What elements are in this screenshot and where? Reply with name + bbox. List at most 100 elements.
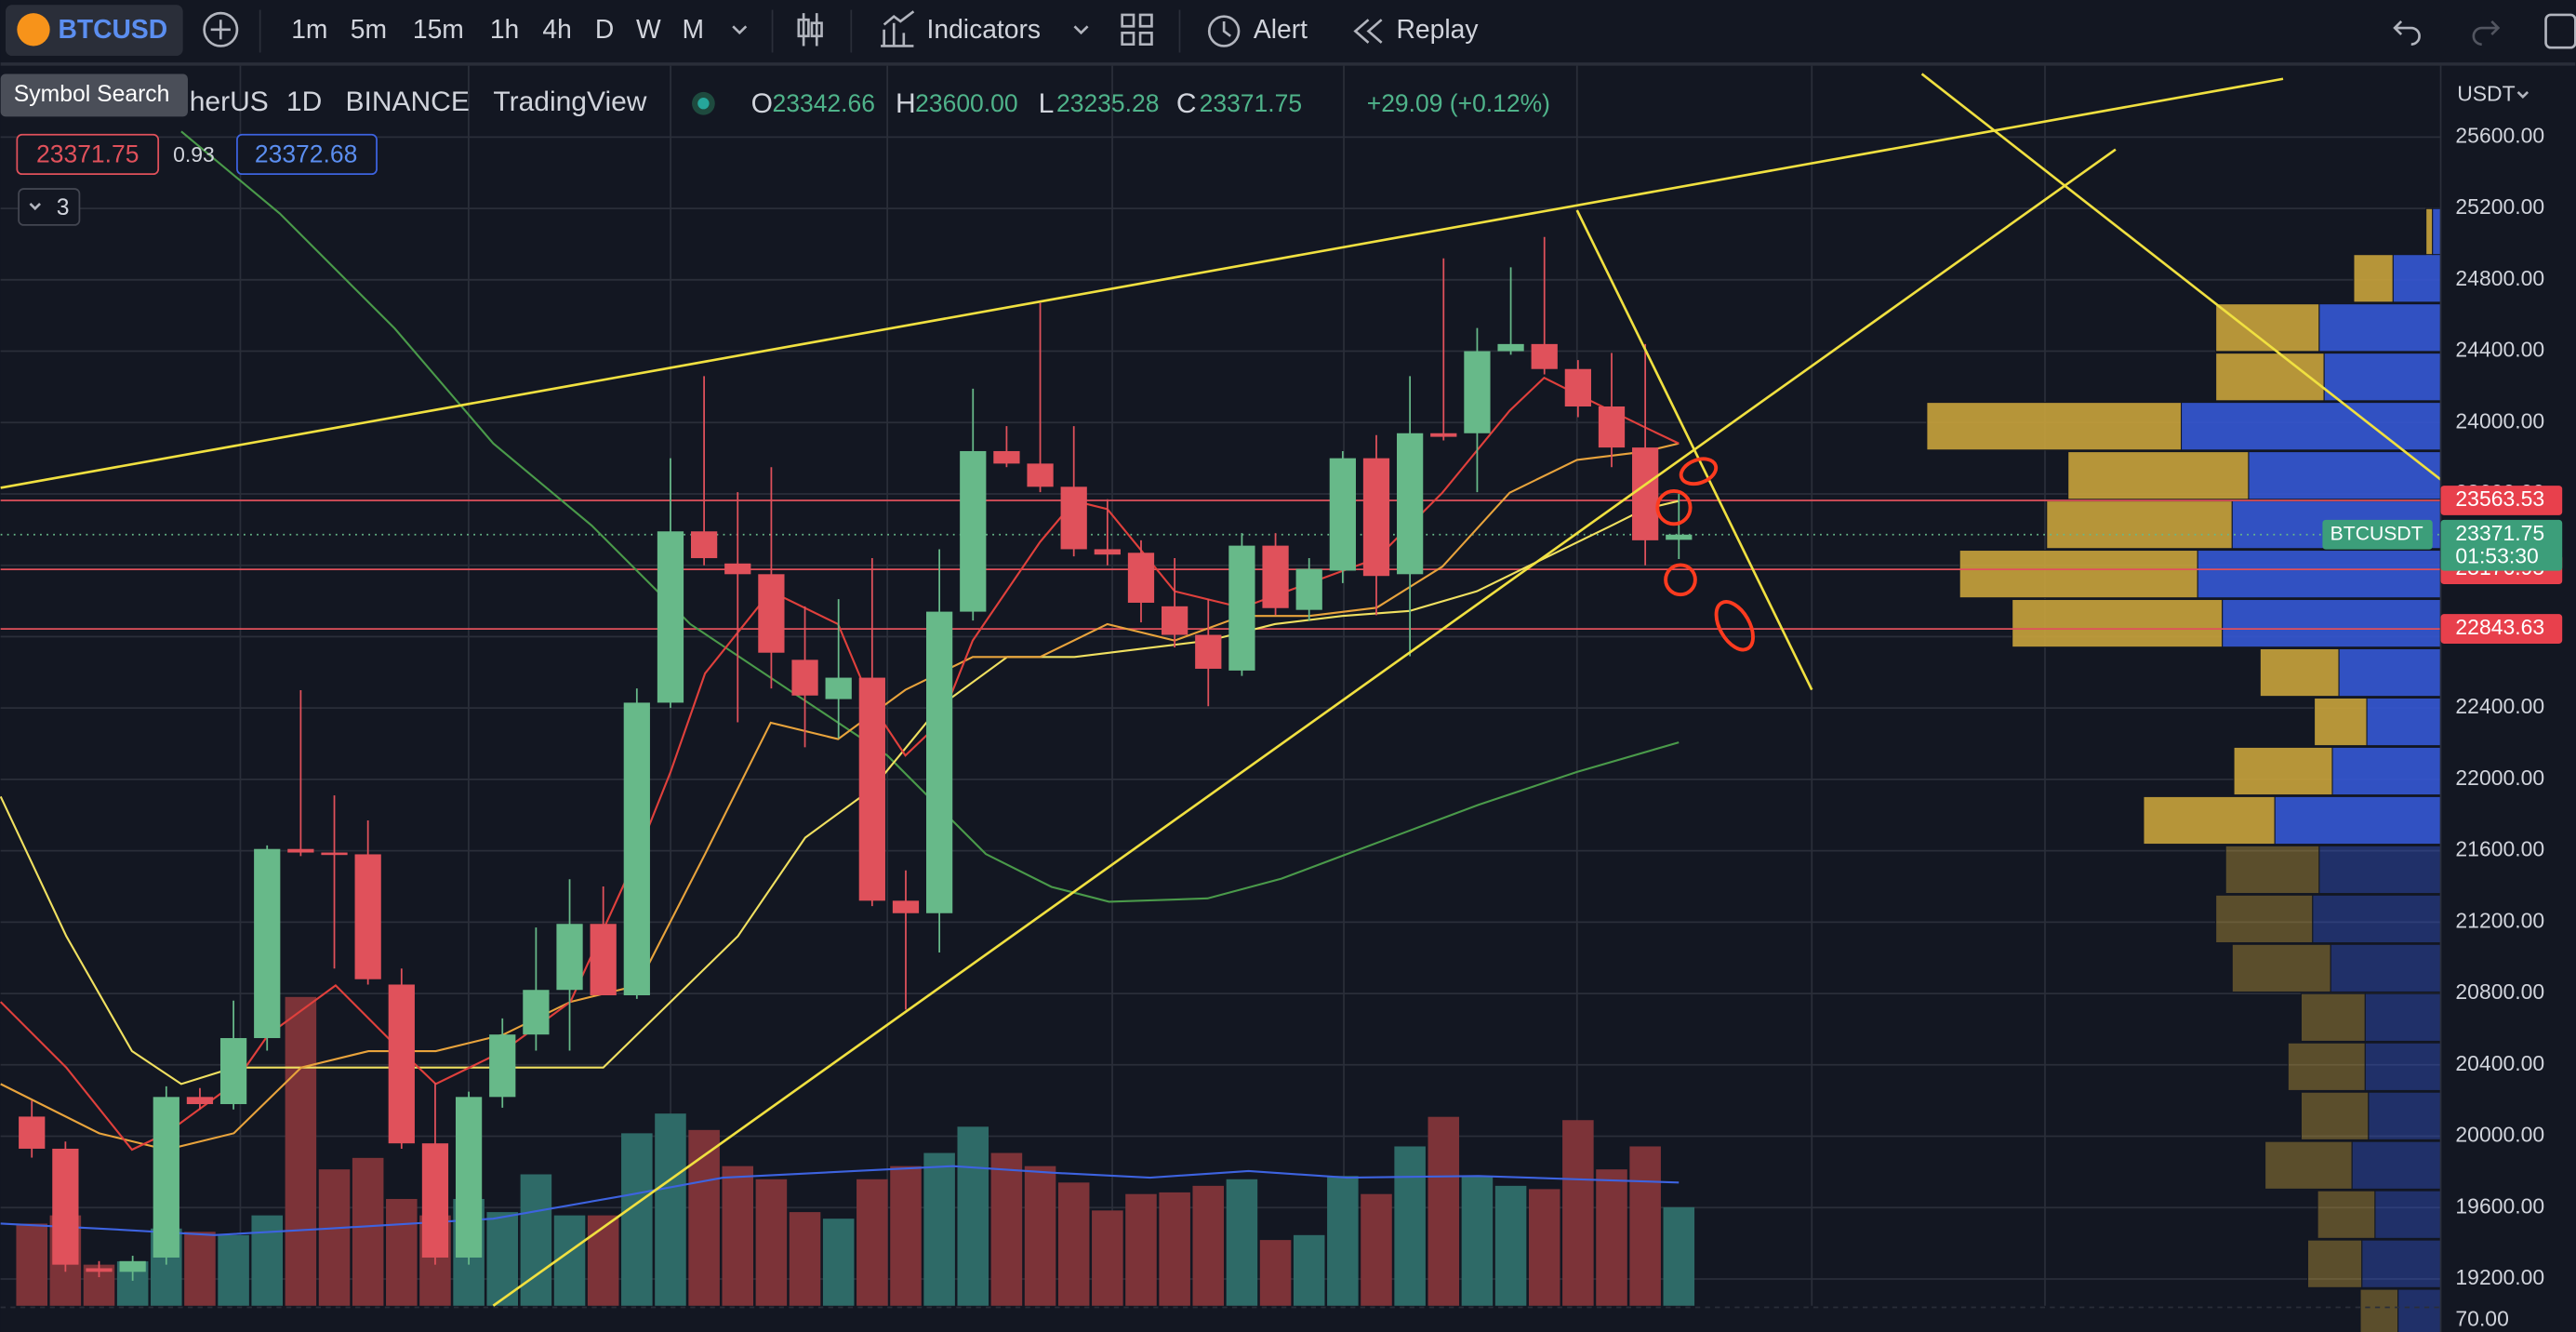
symbol-button[interactable] [5, 5, 183, 57]
price-levels [0, 500, 2441, 630]
volume-bar [1125, 1193, 1157, 1306]
profile-up [2287, 1042, 2366, 1091]
symbol[interactable]: BTCUSD [58, 14, 167, 44]
indicators-button[interactable]: Indicators [927, 14, 1041, 44]
layouts-icon[interactable] [1121, 13, 1153, 46]
alert-icon[interactable] [1207, 15, 1241, 47]
intervals: 1m 5m 15m 1h 4h D W M [291, 14, 704, 44]
grid [239, 65, 2046, 1306]
profile-down [2312, 894, 2442, 944]
interval[interactable]: 4h [542, 14, 571, 44]
annotations [1655, 457, 1755, 652]
trend-line [1920, 73, 2442, 481]
panel-icon[interactable] [2544, 13, 2576, 49]
candle-body [86, 1268, 113, 1272]
ask[interactable]: 23372.68 [255, 140, 357, 168]
y-tick-label: 20000.00 [2455, 1123, 2544, 1147]
chevron-icon[interactable] [1073, 25, 1089, 35]
trend-line [0, 77, 2284, 489]
indicators-icon[interactable] [881, 10, 915, 47]
circle-mark [1714, 600, 1755, 652]
ohlc-change: +29.09 (+0.12%) [1367, 89, 1550, 117]
interval[interactable]: 15m [413, 14, 464, 44]
interval[interactable]: D [595, 14, 614, 44]
y-tick-label: 25200.00 [2455, 194, 2544, 219]
interval[interactable]: W [636, 14, 661, 44]
replay-button[interactable]: Replay [1397, 14, 1480, 44]
y-tick-label: 25600.00 [2455, 123, 2544, 147]
y-tick-label: 22000.00 [2455, 766, 2544, 790]
spread: 0.93 [173, 142, 215, 166]
circle-mark [1679, 457, 1719, 486]
volume-bar [1259, 1240, 1292, 1306]
profile-down [2366, 697, 2442, 747]
volume-profile [1926, 207, 2442, 1332]
volume-bar [789, 1212, 821, 1306]
bid[interactable]: 23371.75 [36, 140, 139, 168]
alert-button[interactable]: Alert [1254, 14, 1308, 44]
profile-down [2397, 1288, 2442, 1332]
candle-body [119, 1260, 146, 1272]
y-tick-label: 20400.00 [2455, 1051, 2544, 1075]
profile-up [2425, 207, 2434, 257]
profile-up [2300, 992, 2366, 1042]
level-badge [2440, 614, 2563, 644]
profile-down [2330, 943, 2442, 993]
undo-icon[interactable] [2393, 20, 2421, 46]
price-axis [2440, 65, 2576, 1332]
add-symbol-icon[interactable] [203, 11, 239, 47]
volume-bar [1394, 1146, 1426, 1306]
sell-box[interactable] [16, 133, 160, 176]
candle-body [960, 450, 987, 612]
volume-bar [1159, 1192, 1190, 1306]
chevron-icon[interactable] [732, 25, 748, 35]
symbol-label: BTCUSDT [2330, 523, 2423, 544]
chart-type-icon[interactable] [797, 13, 823, 47]
y-tick-label: 24000.00 [2455, 408, 2544, 433]
buy-box[interactable] [236, 133, 378, 176]
volume-bar [655, 1113, 686, 1306]
interval[interactable]: 1m [291, 14, 327, 44]
price-label: 23371.75 [2455, 521, 2544, 545]
volume-bar [923, 1152, 955, 1306]
trend-line [492, 148, 2117, 1307]
profile-up [1926, 402, 2183, 451]
currency[interactable]: USDT [2457, 81, 2515, 105]
legend-source: TradingView [493, 87, 646, 117]
symbol-badge [2322, 519, 2433, 550]
profile-down [2364, 992, 2442, 1042]
profile-up [2300, 1091, 2370, 1140]
candle-body [925, 611, 953, 913]
volume-bar [1461, 1176, 1494, 1306]
redo-icon[interactable] [2472, 20, 2501, 46]
clock-hands [1222, 20, 1231, 37]
ohlc-value: 23235.28 [1056, 89, 1159, 117]
plus [210, 20, 231, 40]
candle-body [219, 1038, 247, 1104]
volume-bar [722, 1166, 754, 1306]
candle-body [657, 531, 684, 703]
candle-body [186, 1097, 214, 1104]
volume-bar [386, 1198, 418, 1306]
moving-average [180, 130, 1680, 903]
interval[interactable]: M [682, 14, 704, 44]
candle-body [455, 1097, 483, 1258]
volume-bar [184, 1232, 216, 1306]
candle-body [1598, 406, 1626, 448]
candle-body [1262, 545, 1289, 608]
interval[interactable]: 5m [351, 14, 387, 44]
candle-body [1430, 433, 1457, 437]
candle-body [1362, 458, 1390, 577]
collapse-button[interactable] [18, 188, 81, 226]
volume-bar [755, 1179, 788, 1306]
replay-icon[interactable] [1353, 19, 1383, 44]
indicators-count[interactable]: 3 [57, 195, 70, 220]
candle-body [1497, 343, 1524, 352]
candle-body [892, 900, 920, 913]
interval[interactable]: 1h [490, 14, 519, 44]
candle-body [19, 1116, 46, 1149]
candle-body [1127, 553, 1155, 603]
candle-body [1060, 486, 1087, 550]
candle-body [1397, 433, 1424, 575]
